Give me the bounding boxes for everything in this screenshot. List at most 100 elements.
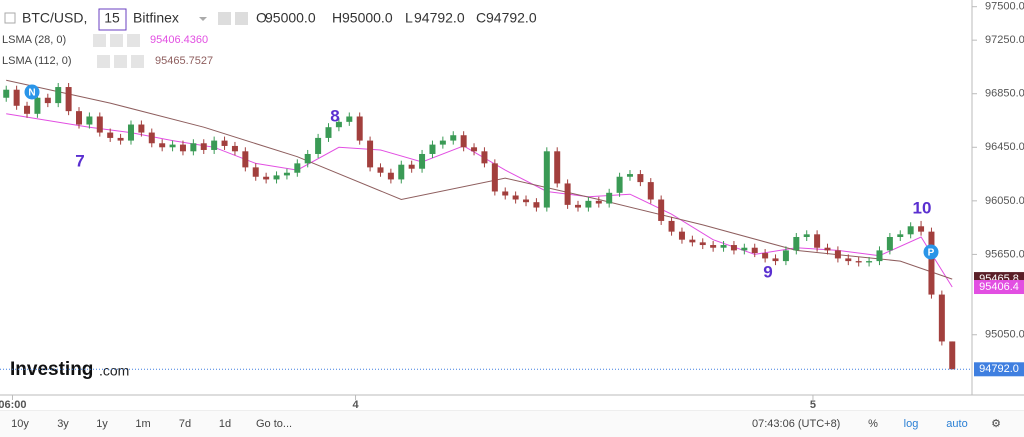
range-button[interactable]: 1d bbox=[219, 418, 231, 430]
candle-body bbox=[429, 144, 436, 154]
candle-body bbox=[616, 176, 623, 193]
exchange: Bitfinex bbox=[133, 10, 179, 26]
candle-body bbox=[96, 116, 103, 133]
candle-body bbox=[782, 250, 789, 262]
ohlc-value: 94792.0 bbox=[414, 10, 465, 26]
y-tick-label: 96450.0 bbox=[985, 141, 1024, 153]
candle-body bbox=[720, 245, 727, 248]
candle-body bbox=[304, 153, 311, 164]
candle-body bbox=[419, 153, 426, 169]
toolbar-bg bbox=[0, 411, 1024, 437]
candle-body bbox=[897, 234, 904, 237]
candle-body bbox=[637, 174, 644, 183]
candle-body bbox=[263, 176, 270, 180]
clock: 07:43:06 (UTC+8) bbox=[752, 418, 840, 430]
candle-body bbox=[710, 245, 717, 248]
ohlc-key: C bbox=[476, 10, 486, 26]
candle-body bbox=[730, 245, 737, 251]
event-marker[interactable] bbox=[24, 84, 40, 100]
candle-body bbox=[658, 199, 665, 221]
icon[interactable] bbox=[131, 55, 144, 68]
goto-button[interactable]: Go to... bbox=[256, 418, 292, 430]
y-tick-label: 97250.0 bbox=[985, 34, 1024, 46]
candle-body bbox=[450, 135, 457, 141]
candle-body bbox=[190, 143, 197, 152]
candle-body bbox=[855, 261, 862, 263]
interval[interactable]: 15 bbox=[104, 10, 120, 26]
ohlc-key: L bbox=[405, 10, 413, 26]
candle-body bbox=[398, 164, 405, 180]
candle-body bbox=[377, 167, 384, 173]
candle-body bbox=[824, 247, 831, 251]
candle-body bbox=[543, 151, 550, 208]
candle-body bbox=[471, 147, 478, 152]
candle-body bbox=[762, 253, 769, 259]
candle-body bbox=[221, 140, 228, 146]
icon[interactable] bbox=[127, 34, 140, 47]
candle-body bbox=[159, 143, 166, 148]
range-button[interactable]: 10y bbox=[11, 418, 29, 430]
ohlc-value: 94792.0 bbox=[486, 10, 537, 26]
candle-body bbox=[148, 132, 155, 144]
candle-body bbox=[325, 127, 332, 138]
candle-body bbox=[356, 116, 363, 141]
candle-body bbox=[252, 167, 259, 177]
candle-body bbox=[647, 182, 654, 200]
legend-value: 95406.4360 bbox=[150, 34, 208, 46]
candle-body bbox=[523, 199, 530, 203]
x-tick-label: 5 bbox=[810, 399, 816, 411]
candle-body bbox=[179, 144, 186, 152]
candle-body bbox=[886, 237, 893, 251]
range-button[interactable]: 1y bbox=[96, 418, 108, 430]
icon[interactable] bbox=[235, 12, 248, 25]
candle-body bbox=[13, 89, 20, 106]
price-badge bbox=[974, 280, 1024, 295]
candle-body bbox=[460, 135, 467, 148]
icon[interactable] bbox=[218, 12, 231, 25]
candle-body bbox=[169, 144, 176, 148]
candle-body bbox=[834, 250, 841, 259]
range-button[interactable]: 7d bbox=[179, 418, 191, 430]
lsma-line bbox=[6, 79, 953, 280]
legend-value: 95465.7527 bbox=[155, 55, 213, 67]
ohlc-value: 95000.0 bbox=[265, 10, 316, 26]
icon[interactable] bbox=[110, 34, 123, 47]
icon[interactable] bbox=[97, 55, 110, 68]
event-marker[interactable] bbox=[923, 244, 939, 260]
candle-body bbox=[335, 121, 342, 128]
ohlc-value: 95000.0 bbox=[342, 10, 393, 26]
candle-body bbox=[211, 140, 218, 150]
wave-label: 7 bbox=[75, 151, 84, 170]
candle-body bbox=[575, 204, 582, 208]
y-tick-label: 95050.0 bbox=[985, 329, 1024, 341]
event-marker-label[interactable]: P bbox=[928, 248, 935, 259]
scale-option[interactable]: log bbox=[904, 418, 919, 430]
candle-body bbox=[439, 140, 446, 145]
scale-option[interactable]: auto bbox=[946, 418, 967, 430]
x-tick-label: 06:00 bbox=[0, 399, 27, 411]
candle-body bbox=[408, 164, 415, 169]
x-tick-label: 4 bbox=[352, 399, 359, 411]
candle-body bbox=[554, 151, 561, 184]
icon[interactable] bbox=[114, 55, 127, 68]
interval-box[interactable] bbox=[98, 8, 127, 31]
event-marker-label[interactable]: N bbox=[28, 88, 35, 99]
range-button[interactable]: 3y bbox=[57, 418, 69, 430]
menu-icon[interactable] bbox=[4, 12, 16, 24]
range-button[interactable]: 1m bbox=[135, 418, 150, 430]
candle-body bbox=[117, 137, 124, 141]
scale-option[interactable]: % bbox=[868, 418, 878, 430]
candle-body bbox=[606, 192, 613, 204]
candle-body bbox=[668, 220, 675, 232]
dropdown-arrow[interactable] bbox=[199, 17, 207, 21]
candle-body bbox=[866, 261, 873, 263]
settings-icon[interactable]: ⚙ bbox=[991, 418, 1001, 430]
candle-body bbox=[3, 89, 10, 98]
candle-body bbox=[585, 200, 592, 208]
ohlc-key: H bbox=[332, 10, 342, 26]
candle-body bbox=[845, 258, 852, 262]
candle-body bbox=[44, 97, 51, 104]
candle-body bbox=[315, 137, 322, 154]
icon[interactable] bbox=[93, 34, 106, 47]
